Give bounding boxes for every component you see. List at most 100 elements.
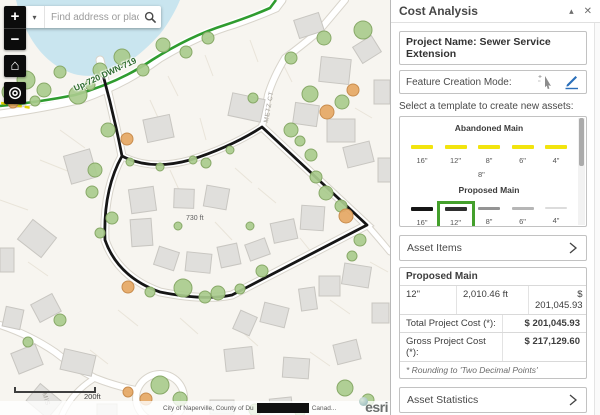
parcel-line (214, 221, 233, 241)
tree (336, 379, 354, 397)
tree (125, 157, 135, 167)
parcel-line (167, 75, 179, 97)
parcel-line (354, 107, 373, 119)
panel-scrollbar[interactable] (594, 23, 600, 415)
house (216, 242, 242, 269)
house (340, 262, 373, 289)
template-item[interactable]: 6" (507, 142, 539, 168)
template-scrollbar[interactable] (578, 118, 585, 225)
panel-header: Cost Analysis ▴ ✕ (391, 0, 600, 23)
tree (316, 30, 332, 46)
template-item[interactable]: 4" (540, 142, 572, 168)
search-input[interactable]: Find address or place (51, 11, 139, 23)
template-swatch (478, 145, 500, 149)
tree (155, 37, 171, 53)
basemap-svg (0, 0, 390, 415)
template-item[interactable]: 12" (440, 142, 472, 168)
house (377, 157, 390, 183)
rounding-note: * Rounding to 'Two Decimal Points' (406, 365, 538, 375)
cost-table-row: 12" 2,010.46 ft $ 201,045.93 (400, 286, 586, 315)
tree (53, 313, 67, 327)
zoom-in-button[interactable]: + (10, 8, 20, 25)
house (59, 348, 97, 377)
parcel-line (309, 351, 331, 367)
tree (85, 185, 99, 199)
search-button[interactable] (139, 6, 161, 28)
parcel-line (59, 129, 86, 149)
house (244, 237, 271, 262)
total-cost-row: Total Project Cost (*): $ 201,045.93 (400, 315, 586, 333)
tree (334, 94, 350, 110)
house (293, 11, 325, 40)
tree (200, 157, 212, 169)
measurement-label: 730 ft (186, 215, 204, 222)
tree (136, 63, 150, 77)
asset-length: 2,010.46 ft (456, 286, 528, 314)
house (318, 55, 352, 86)
template-item[interactable]: 8" (473, 204, 505, 226)
template-swatch (411, 207, 433, 211)
parcel-line (204, 54, 214, 77)
attribution-redaction (256, 403, 309, 413)
asset-items-section[interactable]: Asset Items (399, 235, 587, 261)
tree (84, 79, 96, 91)
house (173, 188, 195, 209)
close-icon[interactable]: ✕ (583, 5, 592, 17)
template-row: 16" 12" 8" 6" 4" (400, 201, 578, 226)
collapse-icon[interactable]: ▴ (569, 5, 574, 16)
template-item[interactable]: 16" (406, 204, 438, 226)
search-source-dropdown[interactable]: ▾ (25, 6, 45, 28)
tree (53, 65, 67, 79)
tree (68, 85, 88, 105)
chevron-down-icon: ▾ (32, 12, 37, 22)
house (318, 275, 341, 297)
template-swatch (511, 145, 534, 149)
asset-statistics-section[interactable]: Asset Statistics (399, 387, 587, 413)
total-cost-label: Total Project Cost (*): (406, 318, 496, 329)
locate-icon: ◎ (8, 84, 22, 101)
template-size-label: 16" (416, 156, 428, 165)
asset-statistics-label: Asset Statistics (407, 394, 479, 406)
abandoned-main (0, 101, 33, 110)
house (332, 338, 362, 366)
template-picker: Abandoned Main 16" 12" 8" 6" 4" 8" Proposed Mai… (399, 116, 587, 227)
locate-button[interactable]: ◎ (4, 82, 26, 104)
asset-cost: $ 201,045.93 (528, 286, 589, 314)
parcel-line (369, 261, 389, 273)
gross-cost-label: Gross Project Cost (*): (406, 336, 486, 358)
template-item[interactable]: 16" (406, 142, 438, 168)
tree (155, 162, 165, 172)
feature-creation-mode-label: Feature Creation Mode: (406, 76, 512, 88)
house (129, 217, 154, 248)
house (184, 251, 213, 274)
edit-pencil-icon[interactable] (563, 74, 580, 90)
tree (346, 250, 358, 262)
parcel-line (199, 117, 207, 141)
attribution-bar: City of Naperville, County of Du Canad..… (0, 401, 390, 415)
tree (113, 48, 131, 66)
zoom-out-button[interactable]: − (4, 28, 26, 50)
home-button[interactable]: ⌂ (4, 55, 26, 77)
tree (234, 283, 246, 295)
house (232, 309, 258, 337)
template-swatch (545, 207, 567, 209)
template-row: 16" 12" 8" 6" 4" (400, 142, 578, 168)
scale-label: 200ft (84, 392, 101, 401)
map-canvas[interactable]: Up-720 DWN-719 METZ CT MIS 730 ft ▾ Find… (0, 0, 390, 415)
house (269, 218, 299, 244)
gross-cost-row: Gross Project Cost (*): $ 217,129.60 (400, 333, 586, 362)
search-box[interactable]: ▾ Find address or place (25, 6, 161, 28)
attribution-text-right: Canad... (311, 404, 337, 412)
cost-summary-table: Proposed Main 12" 2,010.46 ft $ 201,045.… (399, 267, 587, 379)
template-item[interactable]: 12" (436, 201, 475, 226)
tree (353, 20, 373, 40)
house (281, 356, 311, 380)
template-group-header: Abandoned Main (454, 123, 524, 133)
tree (188, 155, 198, 165)
template-item[interactable]: 8" (473, 142, 505, 168)
house (0, 247, 15, 273)
template-item[interactable]: 6" (507, 204, 539, 226)
select-cursor-icon[interactable] (537, 74, 555, 90)
template-size-label: 8" (485, 156, 493, 165)
template-item[interactable]: 4" (540, 204, 572, 226)
